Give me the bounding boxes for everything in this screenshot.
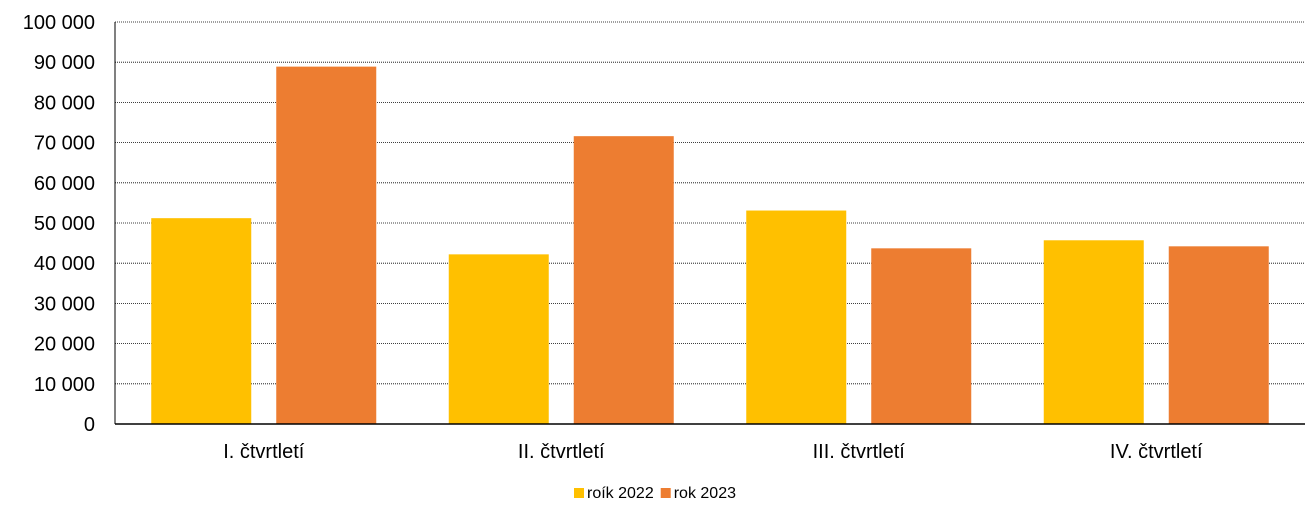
- bar-series-1: [151, 218, 252, 424]
- legend-label: roík 2022: [587, 485, 654, 502]
- x-category-label: II. čtvrtletí: [518, 441, 605, 463]
- legend: roík 2022 rok 2023: [574, 485, 736, 502]
- y-tick-label: 10 000: [34, 374, 95, 396]
- x-axis-category-labels: I. čtvrtletí II. čtvrtletí III. čtvrtletí I…: [223, 441, 1203, 463]
- bar-series-1: [746, 210, 847, 424]
- y-tick-label: 60 000: [34, 173, 95, 195]
- y-tick-label: 100 000: [23, 12, 95, 34]
- y-tick-label: 90 000: [34, 52, 95, 74]
- bar-series-1: [448, 254, 549, 424]
- bar-series-2: [871, 248, 972, 424]
- legend-swatch: [574, 488, 584, 498]
- y-axis-tick-labels: 0 10 000 20 000 30 000 40 000 50 000 60 000 70 …: [23, 12, 95, 436]
- legend-label: rok 2023: [674, 485, 736, 502]
- x-category-label: IV. čtvrtletí: [1110, 441, 1203, 463]
- y-tick-label: 20 000: [34, 334, 95, 356]
- bars: [151, 66, 1269, 424]
- x-category-label: III. čtvrtletí: [813, 441, 906, 463]
- y-tick-label: 0: [84, 414, 95, 436]
- y-tick-label: 40 000: [34, 253, 95, 275]
- bar-series-2: [1168, 246, 1269, 424]
- y-tick-label: 80 000: [34, 92, 95, 114]
- bar-series-1: [1043, 240, 1144, 424]
- bar-series-2: [276, 66, 377, 424]
- axes: [114, 22, 1305, 425]
- y-tick-label: 30 000: [34, 293, 95, 315]
- bar-series-2: [573, 136, 674, 424]
- y-tick-label: 70 000: [34, 133, 95, 155]
- x-category-label: I. čtvrtletí: [223, 441, 305, 463]
- legend-swatch: [660, 488, 671, 498]
- y-tick-label: 50 000: [34, 213, 95, 235]
